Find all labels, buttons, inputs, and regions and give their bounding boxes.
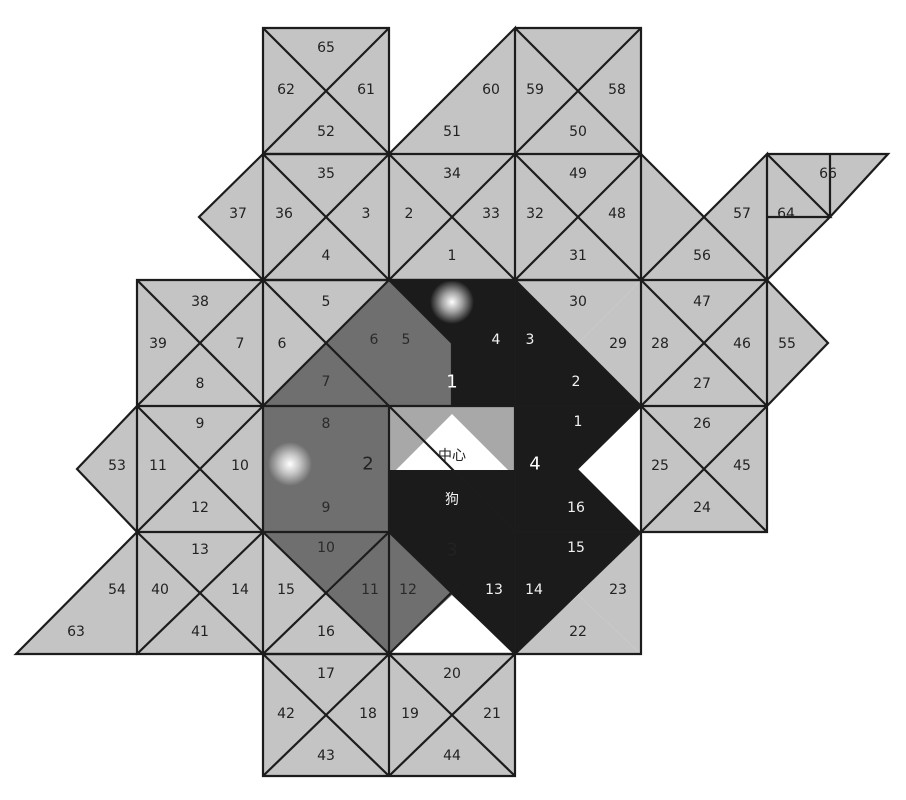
cell-28: 28 [651,336,669,352]
cell-64: 64 [777,206,795,222]
cell-5-outer: 5 [322,294,331,310]
cell-3-inner: 3 [526,332,535,348]
cell-6-outer: 6 [278,336,287,352]
cell-43: 43 [317,748,335,764]
cell-48: 48 [608,206,626,222]
region-2-label: 2 [362,454,373,475]
cell-31: 31 [569,248,587,264]
cell-5-inner: 5 [402,332,411,348]
cell-15-outer: 15 [277,582,295,598]
cell-16-inner: 16 [567,500,585,516]
cell-16-outer: 16 [317,624,335,640]
cell-4-top: 4 [322,248,331,264]
cell-15-inner: 15 [567,540,585,556]
cell-26: 26 [693,416,711,432]
region-1-label: 1 [446,372,457,393]
cell-52: 52 [317,124,335,140]
cell-66: 66 [819,166,837,182]
cell-47: 47 [693,294,711,310]
cell-4-inner: 4 [492,332,501,348]
cell-8-outer: 8 [196,376,205,392]
cell-39: 39 [149,336,167,352]
cell-11-outer: 11 [149,458,167,474]
cell-62: 62 [277,82,295,98]
cell-41: 41 [191,624,209,640]
cell-13-inner: 13 [485,582,503,598]
cell-23: 23 [609,582,627,598]
cell-12-inner: 12 [399,582,417,598]
cell-10-outer: 10 [231,458,249,474]
cell-32: 32 [526,206,544,222]
cell-61: 61 [357,82,375,98]
cell-2-inner: 2 [572,374,581,390]
cell-17: 17 [317,666,335,682]
cell-59: 59 [526,82,544,98]
cell-3-top: 3 [362,206,371,222]
cell-1-inner: 1 [574,414,583,430]
cell-10-inner: 10 [317,540,335,556]
cell-14-outer: 14 [231,582,249,598]
cell-38: 38 [191,294,209,310]
cell-53: 53 [108,458,126,474]
cell-51: 51 [443,124,461,140]
cell-1-top: 1 [448,248,457,264]
cell-54: 54 [108,582,126,598]
cell-46: 46 [733,336,751,352]
cell-19: 19 [401,706,419,722]
cell-40: 40 [151,582,169,598]
cell-56: 56 [693,248,711,264]
center-label: 中心 [438,448,466,464]
cell-14-inner: 14 [525,582,543,598]
cell-18: 18 [359,706,377,722]
cell-55: 55 [778,336,796,352]
cell-33: 33 [482,206,500,222]
cell-6-inner: 6 [370,332,379,348]
cell-7-outer: 7 [236,336,245,352]
cell-7-inner: 7 [322,374,331,390]
cell-27: 27 [693,376,711,392]
region-3-label: 3 [446,540,457,561]
cell-11-inner: 11 [361,582,379,598]
cell-50: 50 [569,124,587,140]
cell-24: 24 [693,500,711,516]
region-4-label: 4 [529,454,540,475]
cell-49: 49 [569,166,587,182]
cell-25: 25 [651,458,669,474]
cell-45: 45 [733,458,751,474]
cell-9-inner: 9 [322,500,331,516]
cell-20: 20 [443,666,461,682]
cell-63: 63 [67,624,85,640]
cell-58: 58 [608,82,626,98]
cell-37: 37 [229,206,247,222]
cell-22: 22 [569,624,587,640]
cell-57: 57 [733,206,751,222]
cell-2-top: 2 [405,206,414,222]
cell-21: 21 [483,706,501,722]
cell-36: 36 [275,206,293,222]
cell-42: 42 [277,706,295,722]
cell-34: 34 [443,166,461,182]
cell-35: 35 [317,166,335,182]
cell-13-outer: 13 [191,542,209,558]
center-sublabel: 狗 [445,492,459,508]
cell-12-outer: 12 [191,500,209,516]
cell-60: 60 [482,82,500,98]
cell-30: 30 [569,294,587,310]
cell-44: 44 [443,748,461,764]
cell-65: 65 [317,40,335,56]
cell-9-outer: 9 [196,416,205,432]
cell-29: 29 [609,336,627,352]
cell-8-inner: 8 [322,416,331,432]
